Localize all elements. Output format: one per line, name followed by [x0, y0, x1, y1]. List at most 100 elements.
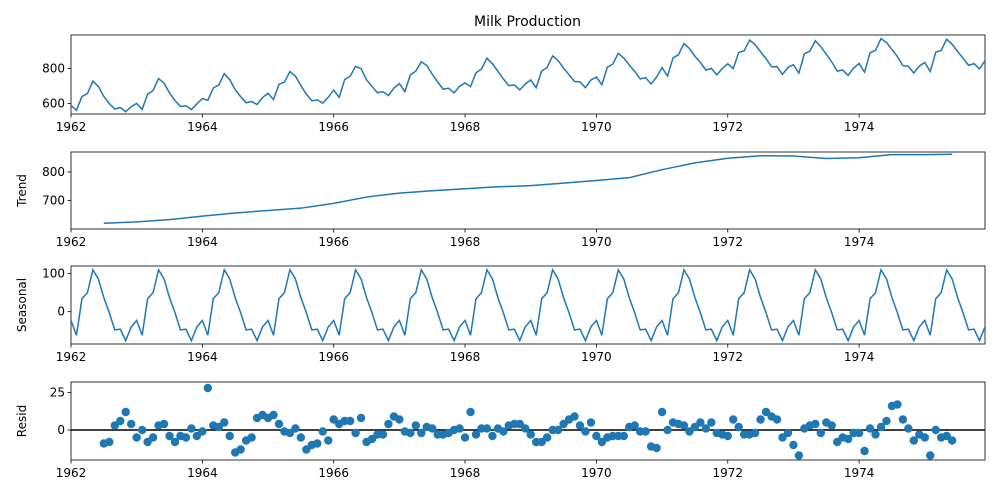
- trend-xtick-label: 1972: [712, 235, 743, 249]
- seasonal-xtick-label: 1974: [844, 350, 875, 364]
- resid-point: [586, 418, 596, 427]
- resid-point: [772, 415, 782, 424]
- resid-point: [384, 419, 393, 429]
- resid-point: [345, 416, 355, 426]
- resid-ytick-label: 25: [50, 386, 65, 400]
- resid-point: [105, 437, 114, 447]
- resid-point: [827, 421, 836, 430]
- resid-point: [181, 433, 191, 442]
- resid-point: [471, 430, 481, 439]
- resid-point: [663, 425, 672, 435]
- trend-panel: 700 800 1962 1964 1966 1968 1970 1972 1974 Trend: [15, 151, 986, 249]
- resid-point: [865, 424, 875, 433]
- resid-xtick-label: 1972: [712, 466, 743, 480]
- trend-xtick-label: 1966: [318, 235, 349, 249]
- resid-point: [165, 431, 174, 441]
- seasonal-xtick-label: 1964: [187, 350, 218, 364]
- resid-point: [575, 421, 585, 430]
- resid-point: [657, 407, 667, 417]
- resid-point: [148, 433, 158, 442]
- observed-ytick-label: 600: [42, 96, 65, 110]
- resid-point: [860, 446, 869, 456]
- resid-point: [137, 425, 147, 435]
- resid-point: [274, 419, 284, 429]
- observed-xtick-label: 1962: [56, 120, 87, 134]
- resid-point: [882, 416, 891, 426]
- resid-point: [526, 430, 535, 439]
- resid-point: [225, 431, 234, 441]
- resid-point: [707, 418, 716, 427]
- observed-ytick-label: 800: [42, 61, 65, 75]
- resid-point: [876, 422, 886, 432]
- resid-point: [734, 422, 743, 432]
- observed-axes-frame: [70, 34, 986, 115]
- trend-ytick-label: 700: [42, 193, 65, 207]
- resid-point: [723, 431, 732, 441]
- trend-ytick-label: 800: [42, 165, 65, 179]
- resid-point: [411, 421, 420, 430]
- seasonal-ylabel: Seasonal: [15, 278, 29, 332]
- resid-point: [455, 424, 464, 433]
- trend-xtick-label: 1970: [581, 235, 612, 249]
- resid-point: [893, 400, 902, 409]
- resid-point: [356, 413, 366, 423]
- seasonal-xtick-label: 1972: [712, 350, 743, 364]
- resid-point: [466, 407, 475, 417]
- resid-point: [696, 418, 705, 427]
- resid-point: [854, 428, 864, 438]
- resid-point: [926, 451, 935, 460]
- resid-point: [488, 431, 497, 441]
- resid-point: [811, 419, 820, 429]
- resid-point: [170, 437, 180, 447]
- resid-ytick-label: 0: [57, 423, 65, 437]
- observed-xtick-label: 1970: [581, 120, 612, 134]
- resid-point: [499, 427, 508, 436]
- seasonal-xtick-label: 1970: [581, 350, 612, 364]
- resid-point: [521, 424, 530, 433]
- resid-point: [159, 419, 169, 429]
- resid-point: [247, 433, 256, 442]
- seasonal-panel: 0 100 1962 1964 1966 1968 1970 1972 1974 Seasonal: [15, 265, 986, 364]
- seasonal-xtick-label: 1962: [56, 350, 87, 364]
- resid-ylabel: Resid: [15, 405, 29, 437]
- resid-point: [581, 427, 590, 436]
- seasonal-xtick-label: 1966: [318, 350, 349, 364]
- observed-series-line: [71, 37, 985, 113]
- resid-point: [619, 431, 628, 441]
- resid-point: [121, 407, 130, 417]
- resid-point: [920, 433, 929, 442]
- trend-ylabel: Trend: [15, 174, 29, 208]
- resid-point: [701, 424, 711, 433]
- resid-point: [187, 424, 196, 433]
- resid-point: [296, 433, 306, 442]
- trend-xtick-label: 1964: [187, 235, 218, 249]
- seasonal-ytick-label: 0: [57, 305, 65, 319]
- resid-point: [816, 428, 825, 438]
- resid-point: [898, 415, 908, 424]
- resid-panel: 0 25 1962 1964 1966 1968 1970 1972 1974 Resid: [15, 381, 986, 480]
- resid-point: [116, 416, 125, 426]
- resid-point: [871, 430, 880, 439]
- observed-xtick-label: 1974: [844, 120, 875, 134]
- resid-point: [406, 428, 415, 438]
- resid-xtick-label: 1962: [56, 466, 87, 480]
- observed-xtick-label: 1972: [712, 120, 743, 134]
- trend-xtick-label: 1968: [450, 235, 481, 249]
- resid-xtick-label: 1964: [187, 466, 218, 480]
- resid-point: [783, 428, 793, 438]
- observed-xtick-label: 1968: [450, 120, 481, 134]
- resid-point: [220, 418, 229, 427]
- trend-series-line: [103, 153, 953, 225]
- resid-point: [428, 424, 437, 433]
- observed-xtick-label: 1966: [318, 120, 349, 134]
- trend-xtick-label: 1962: [56, 235, 87, 249]
- resid-point: [729, 415, 738, 424]
- resid-point: [756, 415, 765, 424]
- resid-point: [417, 428, 426, 438]
- seasonal-ytick-label: 100: [42, 267, 65, 281]
- resid-point: [947, 436, 957, 445]
- resid-point: [553, 425, 563, 435]
- resid-point: [324, 436, 333, 445]
- resid-point: [750, 428, 760, 438]
